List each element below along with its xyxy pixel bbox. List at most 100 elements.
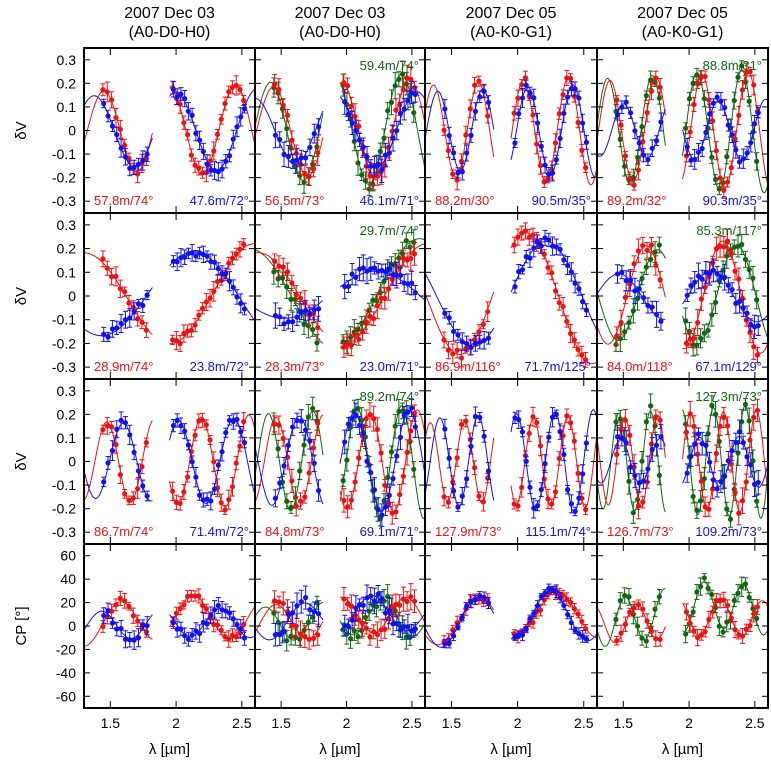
data-point-blue [658, 434, 663, 439]
data-point-red [412, 85, 417, 90]
data-point-blue [654, 443, 659, 448]
data-point-green [705, 328, 710, 333]
data-point-red [455, 455, 460, 460]
data-point-blue [178, 626, 183, 631]
data-point-green [631, 308, 636, 313]
data-point-red [468, 106, 473, 111]
data-point-blue [546, 435, 551, 440]
data-point-red [302, 494, 307, 499]
baseline-label: 71.4m/72° [190, 524, 249, 539]
data-point-green [344, 458, 349, 463]
data-point-blue [524, 627, 529, 632]
data-point-blue [632, 473, 637, 478]
data-point-green [698, 498, 703, 503]
data-point-blue [273, 133, 278, 138]
data-point-blue [178, 92, 183, 97]
data-point-green [648, 403, 653, 408]
data-point-blue [398, 111, 403, 116]
data-point-green [411, 467, 416, 472]
data-point-red [729, 165, 734, 170]
y-tick-label: -0.3 [52, 524, 76, 540]
data-point-red [211, 148, 216, 153]
data-point-green [698, 336, 703, 341]
data-point-blue [277, 632, 282, 637]
data-point-green [639, 124, 644, 129]
data-point-blue [520, 429, 525, 434]
data-point-blue [715, 95, 720, 100]
data-point-red [732, 269, 737, 274]
data-point-red [393, 108, 398, 113]
data-point-blue [707, 460, 712, 465]
data-point-blue [387, 266, 392, 271]
data-point-red [207, 437, 212, 442]
panel-1-3 [597, 229, 768, 362]
data-point-red [352, 114, 357, 119]
data-point-blue [114, 132, 119, 137]
data-point-blue [132, 309, 137, 314]
data-point-blue [277, 480, 282, 485]
baseline-label: 88.8m/31° [703, 58, 762, 73]
data-point-red [645, 110, 650, 115]
data-point-red [139, 320, 144, 325]
data-point-red [397, 492, 402, 497]
data-point-red [481, 499, 486, 504]
data-point-red [721, 244, 726, 249]
data-point-red [408, 256, 413, 261]
data-point-blue [223, 430, 228, 435]
data-point-red [747, 437, 752, 442]
baseline-label: 127.3m/73° [695, 389, 762, 404]
data-point-blue [145, 493, 150, 498]
data-point-green [691, 494, 696, 499]
data-point-blue [733, 440, 738, 445]
data-point-green [747, 99, 752, 104]
data-point-red [237, 444, 242, 449]
baseline-label: 90.3m/35° [703, 193, 762, 208]
baseline-label: 28.3m/73° [265, 359, 324, 374]
data-point-blue [542, 461, 547, 466]
data-point-red [219, 500, 224, 505]
data-point-red [481, 322, 486, 327]
data-point-green [702, 96, 707, 101]
data-point-red [534, 420, 539, 425]
data-point-red [557, 456, 562, 461]
data-point-red [100, 256, 105, 261]
data-point-blue [576, 495, 581, 500]
data-point-red [653, 75, 658, 80]
data-point-blue [486, 100, 491, 105]
data-point-blue [342, 99, 347, 104]
row-ylabel-0: δV [13, 121, 30, 139]
data-point-blue [658, 119, 663, 124]
data-point-red [684, 430, 689, 435]
data-point-blue [650, 304, 655, 309]
data-point-red [135, 316, 140, 321]
data-point-blue [516, 111, 521, 116]
data-point-green [694, 508, 699, 513]
data-point-green [396, 77, 401, 82]
data-point-blue [145, 623, 150, 628]
column-config-3: (A0-K0-G1) [642, 24, 724, 41]
data-point-red [341, 596, 346, 601]
data-point-blue [303, 428, 308, 433]
data-point-blue [756, 110, 761, 115]
data-point-blue [512, 140, 517, 145]
panel-1-1 [255, 230, 425, 358]
data-point-blue [136, 635, 141, 640]
data-point-blue [394, 128, 399, 133]
data-point-red [631, 183, 636, 188]
data-point-blue [482, 434, 487, 439]
y-tick-label: 0 [68, 123, 76, 139]
data-point-red [289, 138, 294, 143]
y-tick-label: 0.3 [57, 52, 77, 68]
data-point-blue [402, 107, 407, 112]
data-point-blue [299, 418, 304, 423]
data-point-red [691, 102, 696, 107]
data-point-blue [234, 294, 239, 299]
data-point-red [311, 445, 316, 450]
data-point-blue [227, 153, 232, 158]
data-point-red [375, 632, 380, 637]
data-point-green [724, 154, 729, 159]
data-point-red [237, 87, 242, 92]
data-point-blue [752, 121, 757, 126]
data-point-blue [615, 112, 620, 117]
data-point-blue [520, 95, 525, 100]
